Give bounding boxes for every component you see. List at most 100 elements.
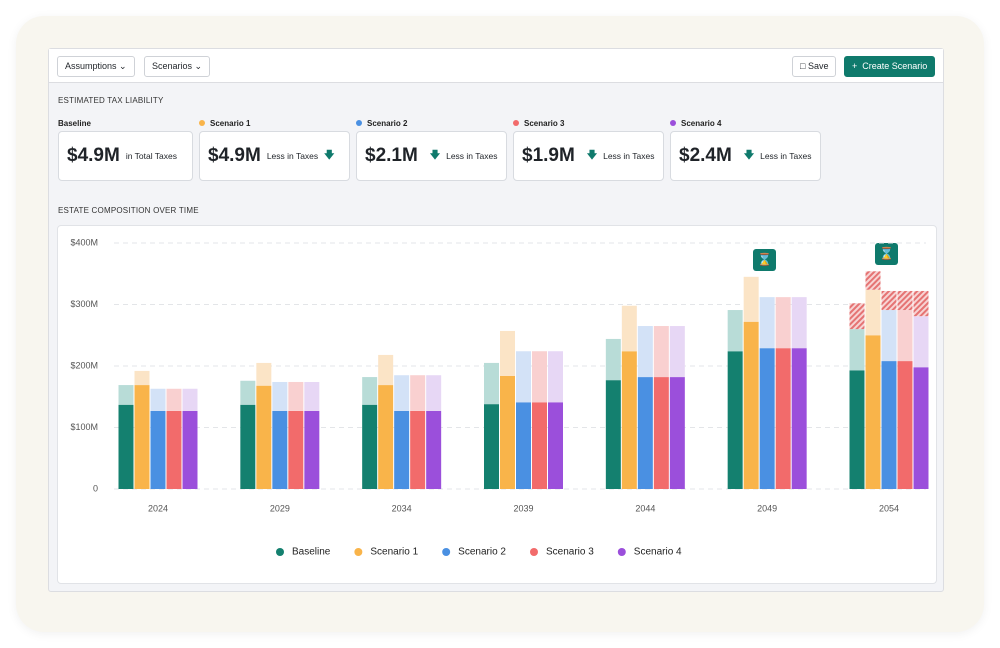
bar-upper-segment: [621, 305, 637, 352]
label: Scenario 2: [367, 119, 408, 128]
bar-upper-segment: [881, 310, 897, 362]
y-tick-label: $400M: [70, 237, 98, 247]
bar-segment: [516, 402, 531, 489]
bar-upper-segment: [637, 326, 653, 378]
x-tick-label: 2054: [879, 503, 899, 513]
bar-segment: [272, 410, 288, 489]
legend-dot: [354, 548, 363, 556]
scenarios-button[interactable]: Scenarios ⌄: [144, 56, 211, 77]
bar-segment: [288, 410, 304, 489]
legend-label: Baseline: [292, 547, 331, 558]
down-arrow: 🡇: [429, 149, 441, 161]
dot: [670, 120, 676, 126]
bar-upper-segment: [288, 381, 304, 411]
bar-segment: [897, 361, 913, 489]
bar-segment: [881, 361, 897, 489]
bar-segment: [913, 367, 929, 489]
bar-upper-segment: [865, 289, 881, 336]
bar-upper-segment: [743, 276, 759, 322]
toolbar: Assumptions ⌄ Scenarios ⌄ □ Save + Creat…: [49, 49, 943, 83]
bar-upper-segment: [240, 380, 256, 405]
chart-card: ⌛ ⌛ 0 $100M $200M $300M $400M 2024 2029 2034 203…: [57, 225, 937, 584]
bar-segment: [653, 377, 669, 489]
bar-upper-segment: [669, 326, 685, 378]
note: Less in Taxes: [603, 151, 655, 161]
x-tick-label: 2049: [757, 503, 777, 513]
bar-segment: [727, 351, 743, 489]
button-text: Scenarios: [152, 61, 193, 71]
amount: $1.9M: [522, 145, 575, 166]
button-text: Save: [807, 61, 829, 71]
x-tick-label: 2044: [635, 503, 655, 513]
hourglass-icon[interactable]: [875, 243, 898, 265]
bar-segment: [134, 385, 150, 489]
y-tick-label: 0: [93, 483, 98, 493]
save-button[interactable]: □ Save: [792, 56, 837, 77]
bar-upper-segment: [410, 375, 426, 411]
dot: [356, 120, 362, 126]
bar-upper-segment: [500, 330, 515, 376]
bar-hatched-segment: [849, 303, 865, 330]
legend-label: Scenario 2: [458, 547, 506, 558]
bar-upper-segment: [913, 316, 929, 368]
bar-upper-segment: [849, 329, 865, 371]
amount: $4.9M: [208, 145, 261, 166]
tax-card: $2.1M 🡇 Less in Taxes: [356, 131, 507, 181]
legend-dot: [276, 548, 284, 556]
note: Less in Taxes: [446, 151, 498, 161]
bar-segment: [849, 370, 865, 489]
down-arrow: 🡇: [743, 149, 755, 161]
bar-hatched-segment: [865, 271, 881, 290]
x-tick-label: 2029: [270, 503, 290, 513]
bar-segment: [500, 375, 515, 489]
bar-upper-segment: [727, 310, 743, 352]
legend-label: Scenario 3: [546, 547, 594, 558]
label: Scenario 3: [524, 119, 565, 128]
label: Scenario 1: [210, 119, 251, 128]
y-tick-label: $100M: [70, 422, 98, 432]
bar-segment: [637, 377, 653, 489]
label: Scenario 4: [681, 119, 722, 128]
x-tick-label: 2034: [392, 503, 412, 513]
bar-segment: [548, 402, 563, 489]
amount: $2.1M: [365, 145, 418, 166]
bar-upper-segment: [532, 351, 547, 403]
bar-upper-segment: [166, 388, 182, 411]
bar-segment: [362, 404, 378, 489]
assumptions-button[interactable]: Assumptions ⌄: [57, 56, 135, 77]
bar-upper-segment: [362, 377, 378, 405]
section-title: ESTATE COMPOSITION OVER TIME: [58, 206, 199, 215]
bar-segment: [865, 335, 881, 489]
bar-upper-segment: [134, 370, 150, 386]
amount: $2.4M: [679, 145, 732, 166]
bar-segment: [621, 351, 637, 489]
bar-upper-segment: [378, 354, 394, 386]
bar-segment: [669, 377, 685, 489]
chart: ⌛ ⌛ 0 $100M $200M $300M $400M 2024 2029 2034 203…: [70, 237, 929, 558]
note: Less in Taxes: [266, 151, 319, 161]
panel: Assumptions ⌄ Scenarios ⌄ □ Save + Creat…: [48, 48, 944, 592]
bar-segment: [605, 380, 621, 489]
card-label: Scenario 3: [513, 119, 564, 128]
legend-dot: [529, 548, 538, 556]
note: in Total Taxes: [125, 151, 178, 161]
legend-label: Scenario 4: [634, 547, 682, 558]
bar-segment: [256, 385, 272, 489]
bar-upper-segment: [426, 375, 442, 411]
bar-segment: [118, 404, 134, 489]
x-tick-label: 2039: [513, 503, 533, 513]
bar-upper-segment: [118, 385, 134, 405]
y-tick-label: $300M: [70, 299, 98, 309]
legend-label: Scenario 1: [370, 547, 418, 558]
tax-card: $1.9M 🡇 Less in Taxes: [513, 131, 664, 181]
bar-hatched-segment: [913, 290, 929, 317]
down-arrow: 🡇: [324, 149, 335, 161]
create-scenario-button[interactable]: + Create Scenario: [844, 56, 936, 77]
bar-segment: [394, 410, 410, 489]
bar-segment: [775, 348, 791, 489]
bar-upper-segment: [791, 297, 807, 349]
hourglass-glyph: ⌛: [757, 253, 772, 267]
hourglass-icon[interactable]: [753, 249, 776, 271]
dot: [199, 120, 205, 126]
card-label: Baseline: [58, 119, 91, 128]
